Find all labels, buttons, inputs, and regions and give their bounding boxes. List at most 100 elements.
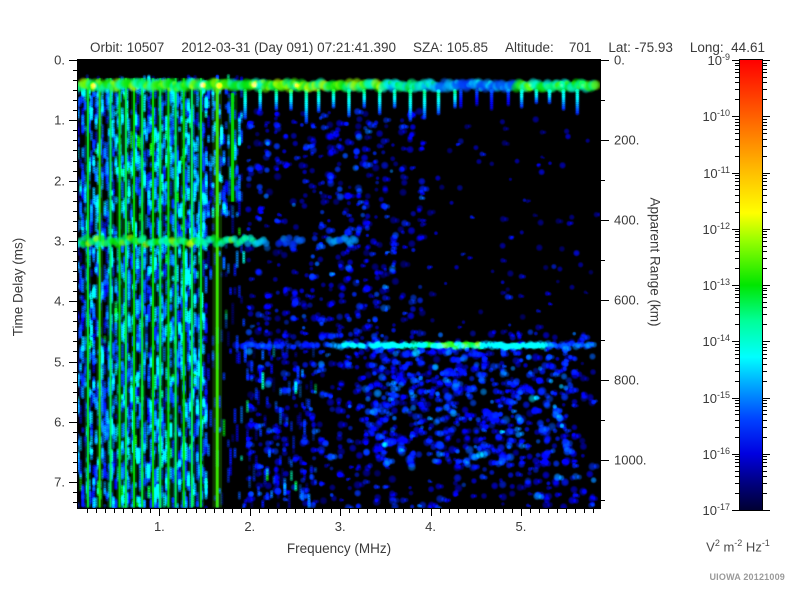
colorbar-minor-tick: [735, 301, 739, 303]
colorbar-minor-tick: [735, 268, 739, 270]
x-axis-minor-tick: [222, 509, 224, 513]
x-axis-minor-tick: [475, 509, 477, 513]
y-axis-tick-label: 6.: [54, 414, 65, 430]
x-axis-minor-tick: [150, 509, 152, 513]
x-axis-minor-tick: [285, 509, 287, 513]
y-axis-tick-label: 5.: [54, 354, 65, 369]
x-axis-minor-tick: [593, 509, 595, 513]
x-axis-major-tick: [520, 509, 522, 516]
y-axis-tick-label: 2.: [54, 173, 65, 189]
x-axis-tick-label: 5.: [515, 519, 527, 534]
y-axis-minor-tick: [73, 90, 77, 92]
colorbar-minor-tick: [735, 476, 739, 478]
colorbar-minor-tick: [763, 380, 767, 382]
y-axis-minor-tick: [73, 331, 77, 333]
y-axis-minor-tick: [73, 381, 77, 383]
x-axis-minor-tick: [421, 509, 423, 513]
colorbar-minor-tick: [735, 155, 739, 157]
colorbar-minor-tick: [763, 145, 767, 147]
colorbar-minor-tick: [735, 175, 739, 177]
colorbar-major-tick: [763, 285, 770, 286]
colorbar-minor-tick: [763, 493, 767, 495]
x-axis-minor-tick: [168, 509, 170, 513]
y2-axis-major-tick: [601, 140, 609, 141]
colorbar-minor-tick: [763, 290, 767, 292]
x-axis-minor-tick: [258, 509, 260, 513]
colorbar-major-tick: [763, 60, 770, 61]
y-axis-minor-tick: [73, 341, 77, 343]
colorbar-major-tick: [763, 172, 770, 174]
colorbar-major-tick: [732, 453, 739, 455]
colorbar-minor-tick: [763, 181, 767, 183]
colorbar-minor-tick: [763, 346, 767, 348]
y-axis-minor-tick: [73, 130, 77, 132]
colorbar-minor-tick: [763, 68, 767, 70]
colorbar-minor-tick: [763, 307, 767, 309]
colorbar-tick-label: 10-17: [702, 501, 730, 519]
colorbar-minor-tick: [763, 258, 767, 260]
colorbar-minor-tick: [735, 99, 739, 101]
x-axis-minor-tick: [87, 509, 89, 513]
colorbar-minor-tick: [735, 380, 739, 382]
colorbar-minor-tick: [763, 245, 767, 247]
colorbar-minor-tick: [763, 406, 767, 408]
colorbar-minor-tick: [735, 402, 739, 404]
y-axis-minor-tick: [73, 391, 77, 393]
colorbar-minor-tick: [735, 65, 739, 67]
x-axis-major-tick: [340, 509, 342, 516]
colorbar-major-tick: [732, 60, 739, 61]
colorbar-major-tick: [732, 397, 739, 399]
x-axis-minor-tick: [457, 509, 459, 513]
colorbar-minor-tick: [763, 314, 767, 316]
plot-frame: [77, 59, 601, 509]
y-axis-minor-tick: [73, 401, 77, 403]
colorbar-minor-tick: [735, 349, 739, 351]
x-axis-minor-tick: [448, 509, 450, 513]
colorbar-major-tick: [763, 228, 770, 230]
colorbar-minor-tick: [735, 493, 739, 495]
x-axis-minor-tick: [177, 509, 179, 513]
x-axis-minor-tick: [566, 509, 568, 513]
x-axis-major-tick: [430, 509, 432, 516]
y-axis-minor-tick: [73, 100, 77, 102]
colorbar-major-tick: [732, 341, 739, 343]
y-axis-minor-tick: [73, 441, 77, 443]
colorbar-minor-tick: [735, 358, 739, 360]
colorbar-minor-tick: [735, 353, 739, 355]
y2-axis-minor-tick: [601, 500, 605, 501]
colorbar-minor-tick: [763, 293, 767, 295]
colorbar-minor-tick: [735, 414, 739, 416]
colorbar-major-tick: [732, 510, 739, 511]
colorbar-minor-tick: [735, 470, 739, 472]
ionogram-canvas: [78, 60, 600, 508]
colorbar-minor-tick: [735, 121, 739, 123]
colorbar-minor-tick: [735, 128, 739, 130]
y-axis-minor-tick: [73, 411, 77, 413]
colorbar-minor-tick: [735, 251, 739, 253]
colorbar-minor-tick: [763, 358, 767, 360]
colorbar-minor-tick: [763, 426, 767, 428]
colorbar-units-part: Hz: [742, 539, 762, 555]
colorbar-minor-tick: [763, 82, 767, 84]
x-axis-title: Frequency (MHz): [286, 541, 392, 556]
colorbar-major-tick: [763, 510, 770, 511]
y2-axis-major-tick: [601, 220, 609, 221]
header-altitude: Altitude: 701: [505, 40, 592, 55]
x-axis-minor-tick: [294, 509, 296, 513]
x-axis-minor-tick: [403, 509, 405, 513]
y-axis-minor-tick: [73, 210, 77, 212]
x-axis-tick-label: 3.: [334, 519, 346, 534]
colorbar-minor-tick: [735, 466, 739, 468]
colorbar-minor-tick: [763, 133, 767, 135]
x-axis-minor-tick: [213, 509, 215, 513]
x-axis-minor-tick: [276, 509, 278, 513]
colorbar-minor-tick: [763, 297, 767, 299]
colorbar-minor-tick: [735, 211, 739, 213]
x-axis-minor-tick: [231, 509, 233, 513]
colorbar-minor-tick: [763, 76, 767, 78]
colorbar-minor-tick: [763, 89, 767, 91]
colorbar-minor-tick: [735, 189, 739, 191]
colorbar-minor-tick: [763, 287, 767, 289]
y2-axis-minor-tick: [601, 260, 605, 261]
y-axis-minor-tick: [73, 502, 77, 504]
